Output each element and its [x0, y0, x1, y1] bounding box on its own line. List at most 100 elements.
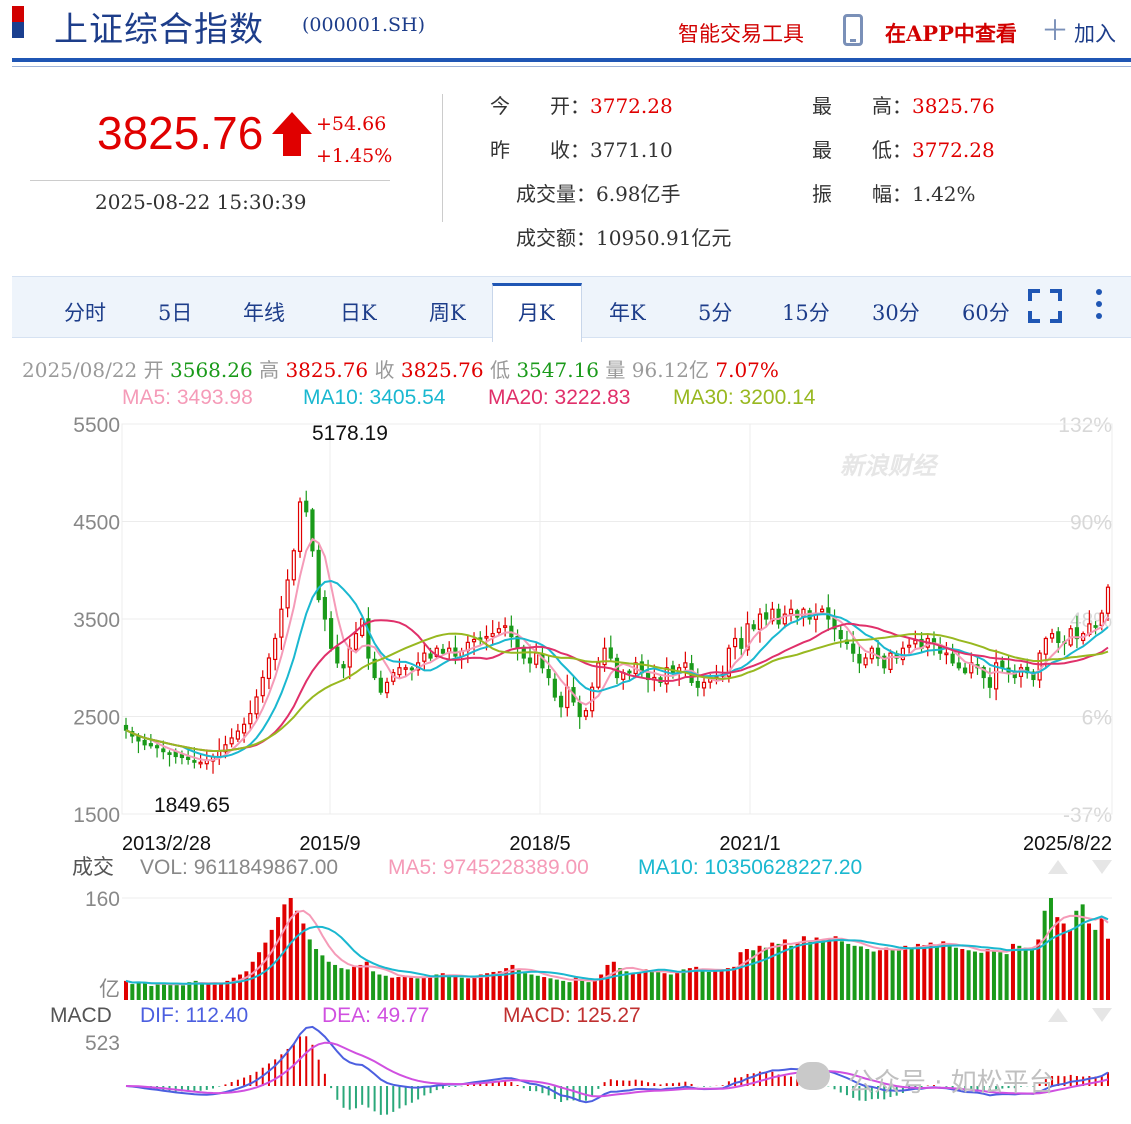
candle-body [341, 664, 346, 669]
volume-bar [459, 977, 464, 1000]
volume-bar [434, 974, 439, 1000]
logo-flag-icon [12, 6, 24, 38]
candle-body [1056, 631, 1061, 644]
tab-30min[interactable]: 30分 [872, 301, 920, 325]
volume-bar [288, 898, 293, 1000]
volume-bar [890, 949, 895, 1000]
tab-5min[interactable]: 5分 [698, 301, 733, 325]
tab-monthly-k[interactable]: 月K [518, 301, 555, 325]
volume-bar [181, 985, 186, 1000]
candle-body [527, 657, 533, 664]
ohlc-close: 3825.76 [400, 358, 484, 382]
volume-bar [909, 947, 914, 1000]
ma30-line [125, 632, 1109, 753]
candle-body [956, 662, 961, 669]
volume-bar [466, 978, 471, 1000]
tab-year-line[interactable]: 年线 [243, 301, 285, 325]
ohlc-low-label: 低 [489, 358, 510, 382]
candle-body [1000, 660, 1005, 669]
volume-bar [130, 984, 135, 1000]
candle-body [1049, 633, 1055, 639]
amplitude-label: 振 幅： [812, 182, 912, 206]
high-value: 3825.76 [912, 94, 995, 118]
volume-bar [478, 974, 483, 1000]
candle-body [701, 681, 707, 689]
active-tab-indicator [492, 283, 582, 342]
candle-body [962, 667, 968, 674]
volume-bar [396, 977, 401, 1000]
fullscreen-icon[interactable] [1028, 289, 1062, 323]
volume-chart: 成交 VOL: 9611849867.00 MA5: 9745228389.00 MA… [72, 855, 1112, 1001]
volume-bar [1048, 898, 1053, 1000]
volume-bar [896, 950, 901, 1000]
volume-bar [295, 910, 300, 1000]
tab-daily-k[interactable]: 日K [340, 301, 377, 325]
candle-body [186, 756, 191, 761]
volume-bar [637, 971, 642, 1000]
view-in-app-link[interactable]: 在APP中查看 [885, 21, 1017, 46]
tab-60min[interactable]: 60分 [962, 301, 1010, 325]
candle-body [782, 613, 787, 625]
wechat-icon [796, 1062, 830, 1090]
volume-bar [858, 946, 863, 1000]
volume-bar [504, 968, 509, 1000]
ma5-legend: MA5: 3493.98 [122, 386, 253, 409]
candle-body [565, 686, 570, 709]
candle-body [378, 677, 383, 693]
candle-body [695, 680, 700, 688]
volume-bar [611, 961, 616, 1000]
ohlc-vol: 96.12亿 [631, 358, 710, 382]
max-annotation: 5178.19 [312, 422, 388, 445]
volume-bar [903, 945, 908, 1000]
volume-bar [846, 943, 851, 1000]
tab-intraday[interactable]: 分时 [64, 301, 106, 325]
amplitude-value: 1.42% [912, 182, 976, 206]
volume-bar [136, 982, 141, 1000]
candle-body [994, 662, 999, 690]
more-menu-icon[interactable] [1092, 287, 1106, 323]
vol-ma5-legend: MA5: 9745228389.00 [388, 856, 589, 879]
volume-bar [934, 946, 939, 1000]
header-divider-thin [12, 66, 1131, 67]
volume-bar [947, 943, 952, 1000]
prev-close-row: 昨 收：3771.10 [490, 134, 673, 163]
volume-bar [383, 975, 388, 1000]
divider [30, 180, 390, 181]
ma20-legend: MA20: 3222.83 [488, 386, 631, 409]
volume-bar [1055, 917, 1060, 1000]
smart-trade-tools-link[interactable]: 智能交易工具 [678, 22, 804, 46]
candle-body [944, 652, 949, 656]
candle-body [907, 644, 912, 648]
tab-5day[interactable]: 5日 [158, 301, 193, 325]
volume-bar [725, 968, 730, 1000]
ohlc-open: 3568.26 [170, 358, 253, 382]
volume-bar [599, 974, 604, 1000]
plus-icon[interactable]: ＋ [1041, 14, 1070, 47]
volume-bar [713, 970, 718, 1000]
candle-body [950, 653, 955, 664]
candle-body [223, 744, 228, 753]
candle-body [353, 633, 359, 650]
volume-bar [523, 973, 528, 1000]
volume-bar [1023, 947, 1028, 1000]
y-tick-label: 523 [85, 1032, 120, 1055]
prev-close-label: 昨 收： [490, 138, 590, 162]
candle-body [627, 670, 632, 674]
macd-title: MACD [50, 1004, 112, 1027]
tab-15min[interactable]: 15分 [782, 301, 830, 325]
volume-bar [1074, 910, 1079, 1000]
tab-yearly-k[interactable]: 年K [609, 301, 646, 325]
volume-bar [1029, 949, 1034, 1000]
volume-bar [333, 964, 338, 1000]
candle-body [471, 638, 477, 643]
volume-bar [1106, 938, 1110, 1000]
volume-bar [960, 949, 965, 1000]
candle-body [266, 657, 272, 680]
volume-bar [656, 971, 661, 1000]
candle-body [546, 669, 551, 679]
candle-body [602, 647, 607, 666]
candle-body [608, 647, 613, 659]
volume-bar [789, 945, 794, 1000]
add-watchlist-button[interactable]: 加入 [1074, 22, 1116, 46]
tab-weekly-k[interactable]: 周K [429, 301, 466, 325]
